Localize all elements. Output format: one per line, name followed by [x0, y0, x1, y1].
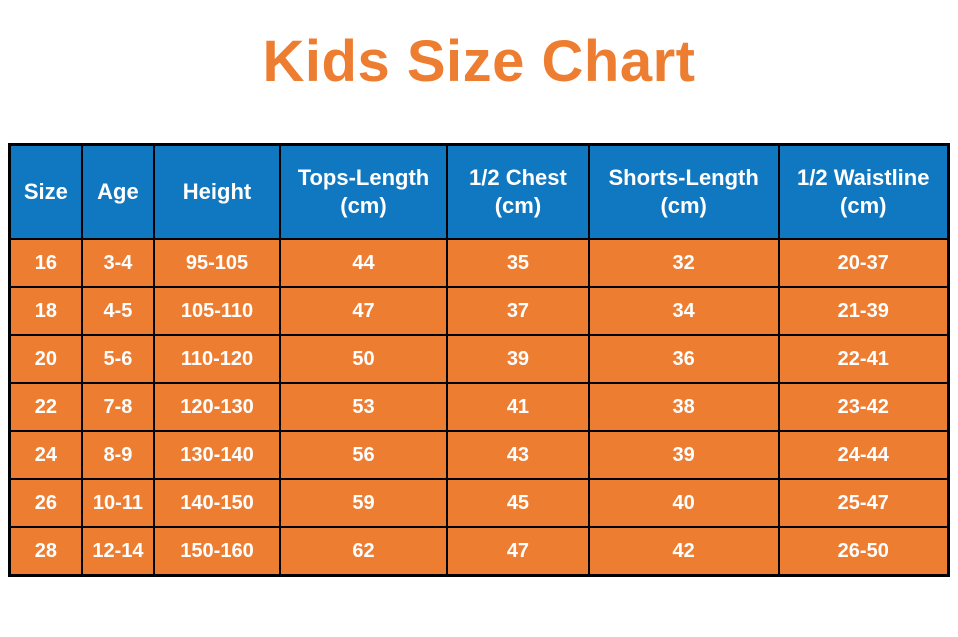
- cell-height: 130-140: [153, 430, 281, 481]
- cell-shorts-length: 38: [587, 382, 780, 433]
- cell-half-chest: 39: [446, 334, 590, 385]
- table-row: 28 12-14 150-160 62 47 42 26-50: [8, 526, 950, 577]
- column-header-half-chest: 1/2 Chest (cm): [446, 143, 590, 241]
- table-row: 24 8-9 130-140 56 43 39 24-44: [8, 430, 950, 481]
- column-header-height: Height: [153, 143, 281, 241]
- cell-height: 140-150: [153, 478, 281, 529]
- cell-half-waistline: 20-37: [777, 238, 950, 289]
- cell-shorts-length: 39: [587, 430, 780, 481]
- cell-age: 7-8: [80, 382, 156, 433]
- cell-half-waistline: 25-47: [777, 478, 950, 529]
- cell-half-waistline: 23-42: [777, 382, 950, 433]
- cell-half-chest: 47: [446, 526, 590, 577]
- page-title: Kids Size Chart: [262, 29, 696, 94]
- cell-size: 26: [8, 478, 83, 529]
- table-row: 22 7-8 120-130 53 41 38 23-42: [8, 382, 950, 433]
- cell-age: 10-11: [80, 478, 156, 529]
- cell-shorts-length: 36: [587, 334, 780, 385]
- column-header-shorts-length: Shorts-Length (cm): [587, 143, 780, 241]
- cell-shorts-length: 40: [587, 478, 780, 529]
- cell-tops-length: 59: [278, 478, 449, 529]
- cell-size: 24: [8, 430, 83, 481]
- cell-age: 8-9: [80, 430, 156, 481]
- column-header-tops-length: Tops-Length (cm): [278, 143, 449, 241]
- cell-tops-length: 53: [278, 382, 449, 433]
- cell-size: 28: [8, 526, 83, 577]
- cell-tops-length: 56: [278, 430, 449, 481]
- column-header-age: Age: [80, 143, 156, 241]
- cell-age: 3-4: [80, 238, 156, 289]
- cell-half-waistline: 24-44: [777, 430, 950, 481]
- cell-shorts-length: 32: [587, 238, 780, 289]
- cell-tops-length: 47: [278, 286, 449, 337]
- cell-age: 5-6: [80, 334, 156, 385]
- cell-half-chest: 37: [446, 286, 590, 337]
- cell-half-waistline: 21-39: [777, 286, 950, 337]
- cell-half-waistline: 22-41: [777, 334, 950, 385]
- cell-age: 12-14: [80, 526, 156, 577]
- cell-size: 18: [8, 286, 83, 337]
- cell-half-chest: 45: [446, 478, 590, 529]
- column-header-size: Size: [8, 143, 83, 241]
- cell-tops-length: 62: [278, 526, 449, 577]
- table-row: 26 10-11 140-150 59 45 40 25-47: [8, 478, 950, 529]
- cell-height: 110-120: [153, 334, 281, 385]
- cell-size: 16: [8, 238, 83, 289]
- size-chart-table: Size Age Height Tops-Length (cm) 1/2 Che…: [8, 142, 950, 577]
- table-row: 20 5-6 110-120 50 39 36 22-41: [8, 334, 950, 385]
- header-row: Size Age Height Tops-Length (cm) 1/2 Che…: [8, 143, 950, 241]
- cell-half-waistline: 26-50: [777, 526, 950, 577]
- cell-height: 95-105: [153, 238, 281, 289]
- cell-half-chest: 35: [446, 238, 590, 289]
- cell-shorts-length: 42: [587, 526, 780, 577]
- cell-half-chest: 43: [446, 430, 590, 481]
- cell-size: 20: [8, 334, 83, 385]
- cell-height: 150-160: [153, 526, 281, 577]
- column-header-half-waistline: 1/2 Waistline (cm): [777, 143, 950, 241]
- cell-height: 105-110: [153, 286, 281, 337]
- cell-height: 120-130: [153, 382, 281, 433]
- cell-shorts-length: 34: [587, 286, 780, 337]
- cell-tops-length: 44: [278, 238, 449, 289]
- cell-age: 4-5: [80, 286, 156, 337]
- table-row: 16 3-4 95-105 44 35 32 20-37: [8, 238, 950, 289]
- cell-half-chest: 41: [446, 382, 590, 433]
- table-row: 18 4-5 105-110 47 37 34 21-39: [8, 286, 950, 337]
- cell-tops-length: 50: [278, 334, 449, 385]
- cell-size: 22: [8, 382, 83, 433]
